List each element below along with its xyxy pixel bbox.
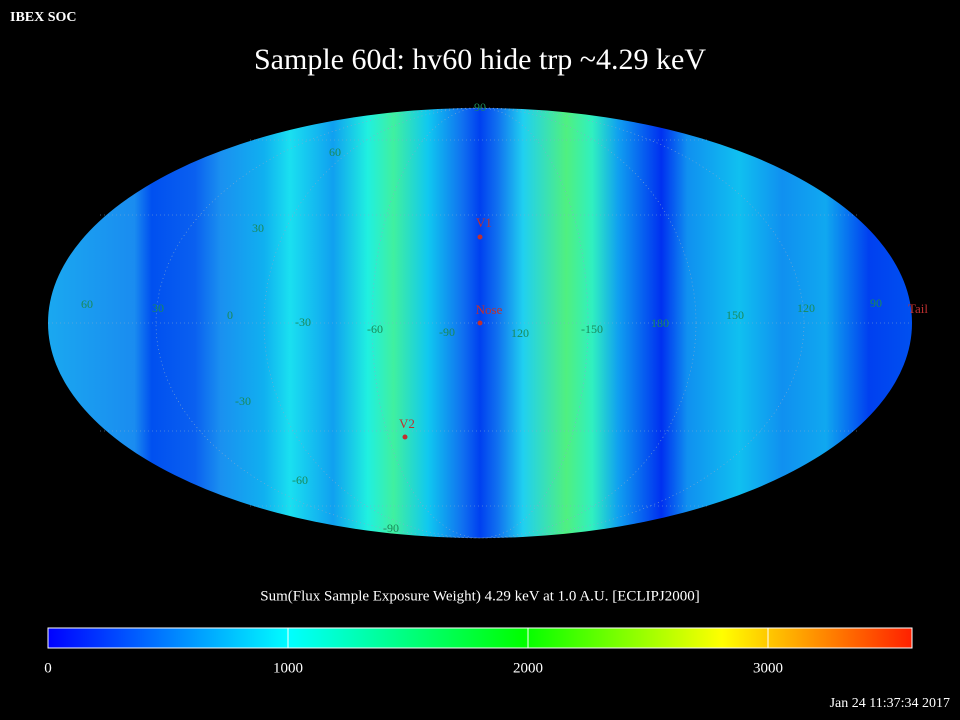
grid-label: -60 — [367, 322, 383, 336]
grid-label: 150 — [726, 308, 744, 322]
grid-label: 90 — [870, 296, 882, 310]
marker-label: Tail — [908, 301, 928, 316]
grid-label: 120 — [511, 326, 529, 340]
grid-label: 180 — [651, 316, 669, 330]
marker-label: V2 — [399, 416, 415, 431]
graticule — [48, 107, 912, 539]
marker-dot — [477, 234, 483, 240]
colorbar-tick-label: 0 — [44, 660, 52, 676]
grid-label: -60 — [292, 473, 308, 487]
grid-label: -30 — [235, 394, 251, 408]
colorbar-title: Sum(Flux Sample Exposure Weight) 4.29 ke… — [260, 588, 699, 604]
grid-label: 30 — [252, 221, 264, 235]
marker-label: V1 — [476, 215, 492, 230]
colorbar-tick-label: 2000 — [513, 660, 543, 676]
timestamp: Jan 24 11:37:34 2017 — [830, 696, 950, 711]
grid-label: 60 — [81, 297, 93, 311]
colorbar — [47, 627, 913, 649]
grid-label: -90 — [439, 325, 455, 339]
grid-label: 90 — [474, 100, 486, 114]
grid-label: 60 — [329, 145, 341, 159]
colorbar-tick-label: 3000 — [753, 660, 783, 676]
grid-label: -90 — [383, 521, 399, 535]
marker-dot — [477, 320, 483, 326]
marker-dot — [402, 434, 408, 440]
grid-label: -30 — [295, 315, 311, 329]
grid-label: 30 — [152, 301, 164, 315]
marker-label: Nose — [476, 302, 503, 317]
sky-map: 90 60 30 60 30 0 -30 -60 -90 120 -150 180 150 120 90 -3… — [48, 100, 928, 539]
grid-label: -150 — [581, 322, 603, 336]
app-label: IBEX SOC — [10, 10, 77, 25]
grid-label: 0 — [227, 308, 233, 322]
title: Sample 60d: hv60 hide trp ~4.29 keV — [254, 43, 706, 76]
grid-label: 120 — [797, 301, 815, 315]
colorbar-tick-label: 1000 — [273, 660, 303, 676]
